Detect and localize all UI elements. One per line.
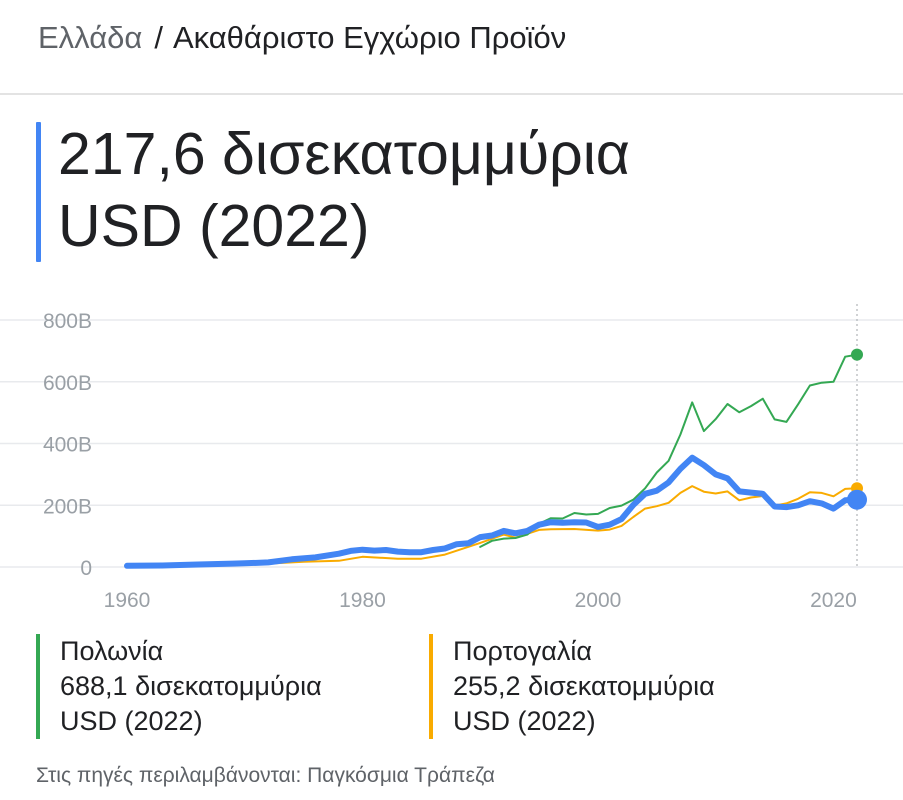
- x-tick-label: 2000: [575, 589, 622, 612]
- series-line-portugal: [126, 485, 858, 568]
- series-endpoint-greece: [847, 489, 867, 510]
- x-tick-label: 2020: [810, 589, 857, 612]
- source-note: Στις πηγές περιλαμβάνονται: Παγκόσμια Τρ…: [36, 764, 495, 787]
- legend-portugal-name: Πορτογαλία: [453, 636, 593, 666]
- legend-portugal-value-line2: USD (2022): [453, 706, 596, 736]
- y-tick-label: 600B: [43, 372, 92, 395]
- headline-accent-bar: [36, 122, 41, 262]
- headline-value-line1: 217,6 δισεκατομμύρια: [58, 121, 630, 187]
- y-tick-label: 800B: [43, 310, 92, 333]
- series-endpoint-poland: [851, 348, 863, 361]
- x-tick-label: 1980: [339, 589, 386, 612]
- chart-series: [124, 353, 860, 569]
- breadcrumb-indicator: Ακαθάριστο Εγχώριο Προϊόν: [172, 20, 567, 55]
- headline-value: 217,6 δισεκατομμύρια USD (2022): [58, 118, 898, 262]
- chart-endpoints: [847, 348, 867, 510]
- breadcrumb-country-link[interactable]: Ελλάδα: [38, 20, 143, 55]
- series-line-poland: [479, 353, 858, 548]
- legend-poland-name: Πολωνία: [60, 636, 164, 666]
- breadcrumb-separator: /: [154, 20, 163, 55]
- legend-portugal[interactable]: Πορτογαλία 255,2 δισεκατομμύρια USD (202…: [429, 634, 715, 739]
- headline-value-line2: USD (2022): [58, 193, 370, 259]
- series-line-greece: [124, 454, 860, 569]
- legend-poland[interactable]: Πολωνία 688,1 δισεκατομμύρια USD (2022): [36, 634, 322, 739]
- gdp-line-chart[interactable]: 0 200B 400B 600B 800B 1960 1980 2000 2020: [0, 290, 903, 620]
- y-tick-label: 200B: [43, 495, 92, 518]
- y-axis-labels: 0 200B 400B 600B 800B: [43, 310, 92, 580]
- y-tick-label: 400B: [43, 434, 92, 457]
- x-axis-labels: 1960 1980 2000 2020: [104, 589, 857, 612]
- chart-grid: [0, 319, 903, 568]
- legend-portugal-value-line1: 255,2 δισεκατομμύρια: [453, 671, 715, 701]
- header-divider: [0, 93, 903, 95]
- legend-poland-value-line1: 688,1 δισεκατομμύρια: [60, 671, 322, 701]
- legend-poland-value-line2: USD (2022): [60, 706, 203, 736]
- x-tick-label: 1960: [104, 589, 151, 612]
- y-tick-label: 0: [80, 557, 92, 580]
- breadcrumb: Ελλάδα / Ακαθάριστο Εγχώριο Προϊόν: [38, 18, 566, 58]
